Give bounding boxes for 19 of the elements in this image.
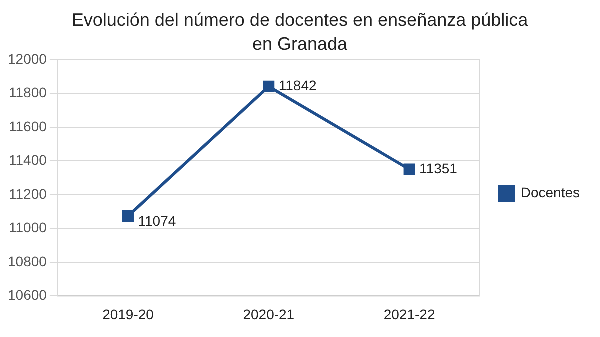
legend-label: Docentes [520, 184, 580, 200]
x-tick-label: 2020-21 [243, 306, 295, 322]
y-tick-label: 11200 [9, 186, 48, 202]
y-tick-label: 11600 [9, 118, 48, 134]
point [404, 164, 416, 176]
point [263, 80, 275, 92]
y-tick-label: 10600 [8, 287, 48, 304]
y-tick-label: 12000 [8, 50, 48, 67]
chart-title: Evolución del número de docentes en enseñanza pública en Granada [70, 9, 530, 56]
x-tick-label: 2021-22 [384, 306, 436, 322]
y-tick-label: 11800 [9, 84, 48, 101]
y-tick-label: 11400 [9, 152, 48, 168]
y-tick-label: 11000 [9, 220, 48, 236]
data-label: 11351 [420, 160, 458, 176]
point [122, 210, 134, 222]
x-tick-label: 2019-20 [102, 306, 154, 322]
data-label: 11842 [278, 78, 317, 94]
data-label: 11074 [138, 213, 176, 230]
y-tick-label: 10800 [8, 253, 48, 270]
